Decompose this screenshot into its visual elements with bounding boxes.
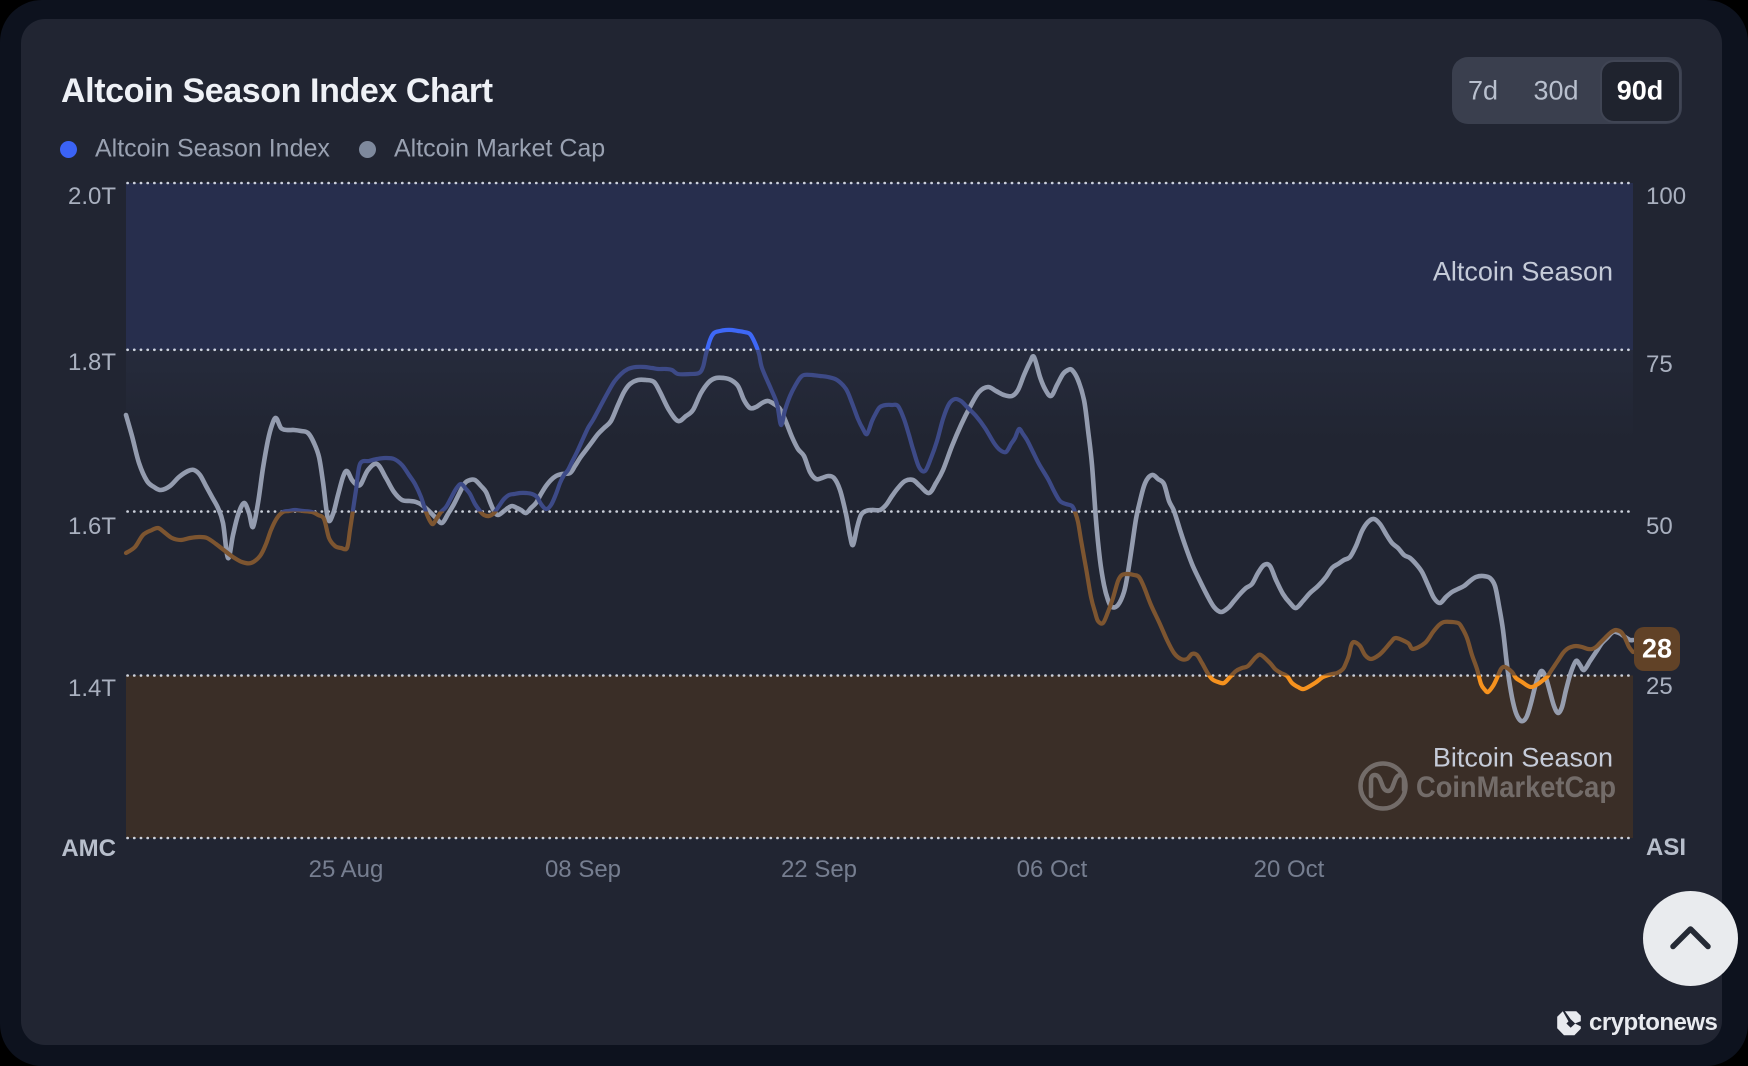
svg-text:CoinMarketCap: CoinMarketCap xyxy=(1416,771,1616,804)
